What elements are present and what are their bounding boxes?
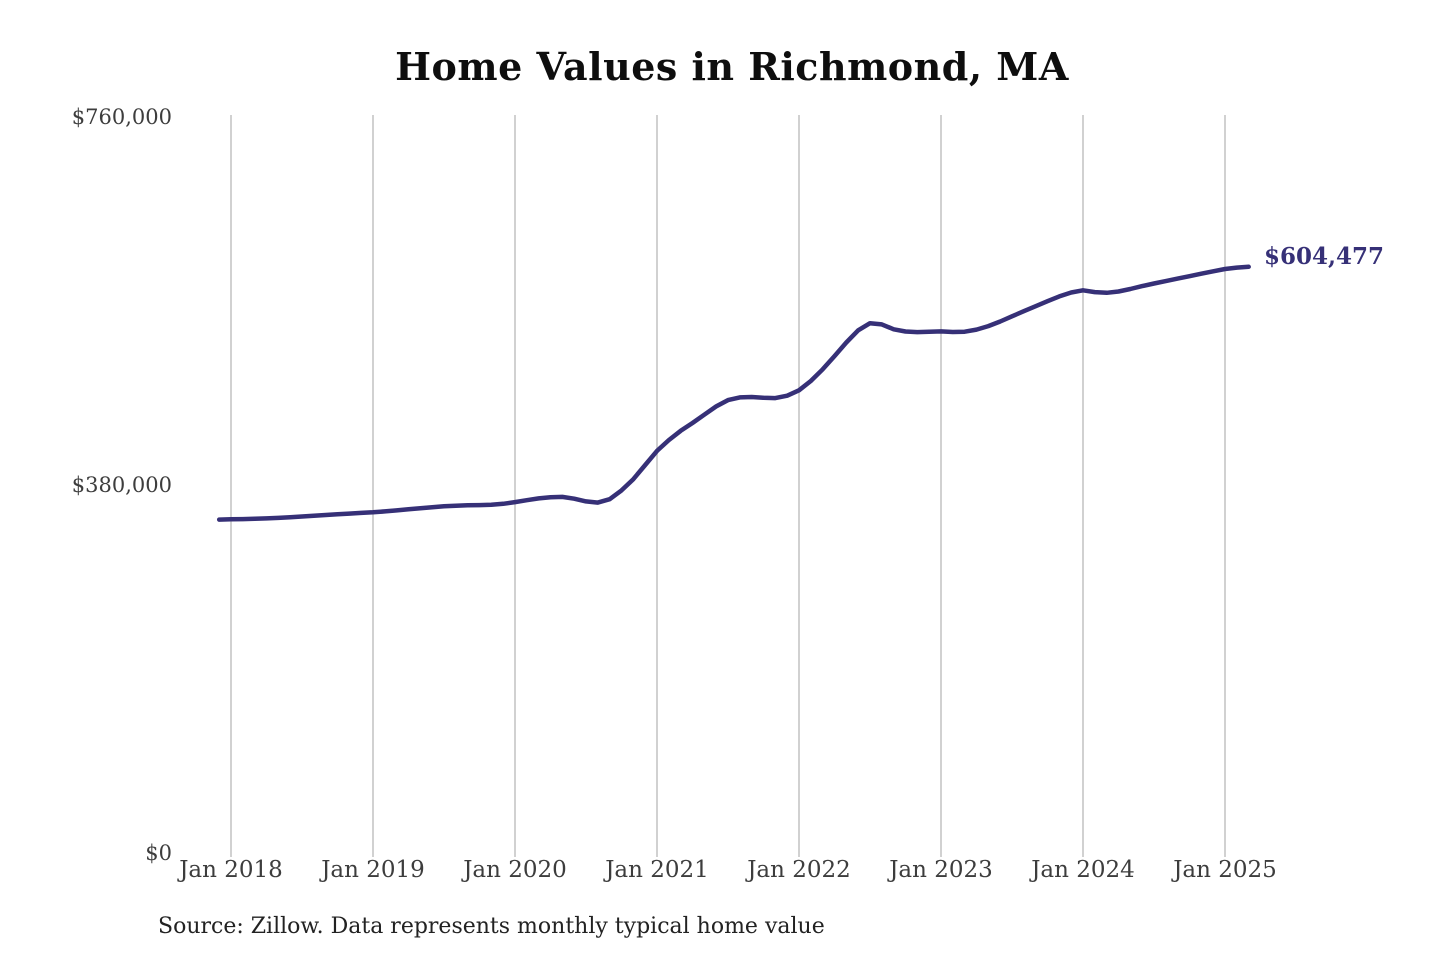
x-axis-tick: Jan 2023 bbox=[889, 857, 993, 883]
y-axis-tick-0: $0 bbox=[145, 841, 172, 865]
x-axis-tick: Jan 2018 bbox=[179, 857, 283, 883]
x-axis-tick: Jan 2022 bbox=[747, 857, 851, 883]
chart-title: Home Values in Richmond, MA bbox=[395, 44, 1069, 89]
source-note: Source: Zillow. Data represents monthly … bbox=[158, 914, 825, 939]
home-value-series-line bbox=[216, 264, 1251, 522]
latest-value-label: $604,477 bbox=[1264, 243, 1385, 270]
x-axis-tick: Jan 2021 bbox=[605, 857, 709, 883]
x-axis-tick: Jan 2020 bbox=[463, 857, 567, 883]
x-axis-tick: Jan 2025 bbox=[1173, 857, 1277, 883]
y-axis-tick-380000: $380,000 bbox=[71, 473, 172, 497]
y-axis-tick-760000: $760,000 bbox=[71, 105, 172, 129]
x-axis-tick: Jan 2024 bbox=[1031, 857, 1135, 883]
x-axis-tick: Jan 2019 bbox=[321, 857, 425, 883]
